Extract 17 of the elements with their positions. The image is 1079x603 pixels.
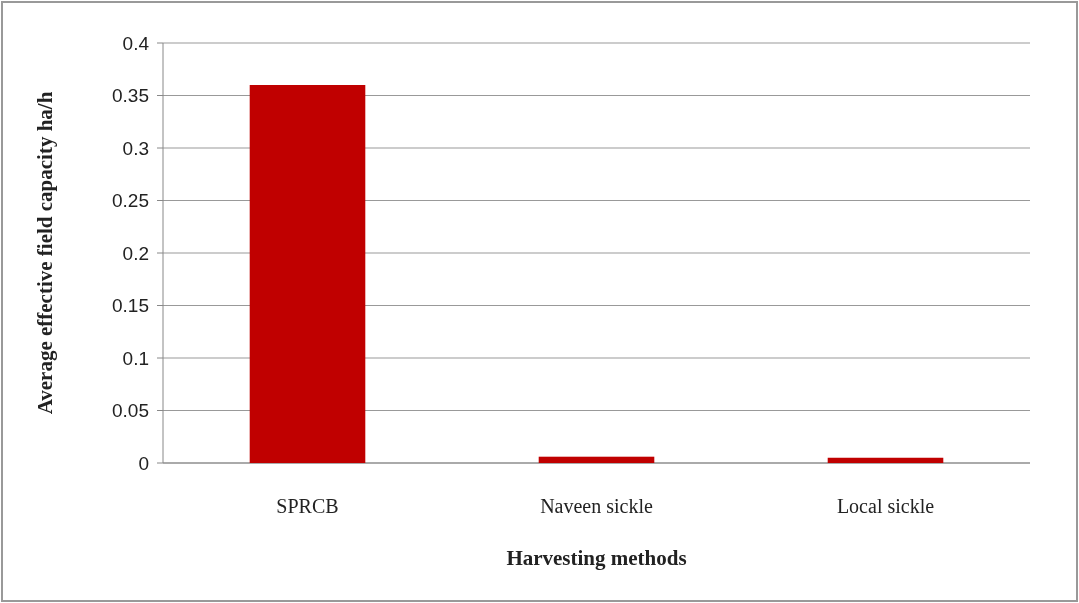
y-tick-label: 0.15: [112, 295, 149, 317]
y-tick-label: 0.35: [112, 85, 149, 107]
y-tick-label: 0: [138, 452, 149, 474]
y-tick-label: 0.1: [122, 347, 149, 369]
x-axis-title: Harvesting methods: [506, 546, 687, 570]
bar: [827, 457, 944, 463]
x-tick-label: SPRCB: [276, 495, 339, 517]
bar: [538, 456, 655, 463]
y-tick-label: 0.4: [122, 32, 150, 54]
bar: [249, 85, 366, 463]
y-axis-title: Average effective field capacity ha/h: [33, 91, 57, 415]
y-tick-label: 0.2: [122, 242, 149, 264]
y-tick-label: 0.05: [112, 400, 149, 422]
x-tick-label: Local sickle: [836, 495, 935, 517]
x-tick-label: Naveen sickle: [540, 495, 653, 517]
y-tick-label: 0.25: [112, 190, 149, 212]
y-tick-label: 0.3: [122, 137, 149, 159]
